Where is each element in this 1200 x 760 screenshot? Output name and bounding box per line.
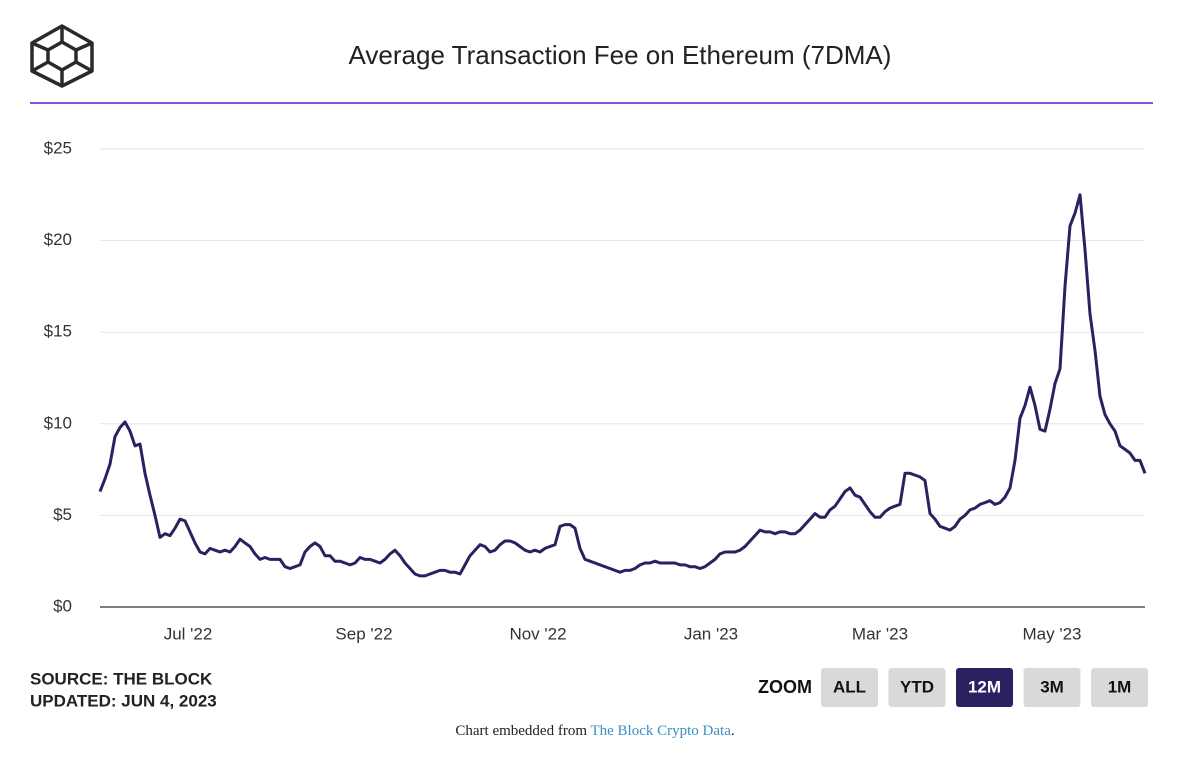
source: SOURCE: THE BLOCK [30, 669, 213, 688]
y-tick-label: $25 [44, 138, 72, 157]
y-tick-label: $15 [44, 322, 72, 341]
y-tick-label: $10 [44, 413, 72, 432]
zoom-button-label[interactable]: YTD [900, 677, 934, 696]
zoom-button[interactable] [888, 668, 946, 707]
zoom-label: ZOOM [758, 677, 812, 697]
line-series [98, 193, 1147, 578]
x-tick-label: Nov '22 [509, 624, 566, 643]
x-tick-label: May '23 [1023, 624, 1082, 643]
footer-text: Chart embedded from [455, 723, 587, 739]
zoom-button[interactable] [821, 668, 878, 707]
footer: Chart embedded from The Block Crypto Dat… [455, 723, 734, 739]
plot: $0 $5 $10 $15 $20 $25 Jul '22 Sep '22 Nov '22 Jan… [44, 138, 1147, 643]
x-tick-label: Sep '22 [335, 624, 392, 643]
zoom-button-label[interactable]: 12M [968, 677, 1001, 696]
footer-link[interactable]: The Block Crypto Data [590, 723, 731, 739]
zoom-button-label[interactable]: 1M [1108, 677, 1132, 696]
chart-title: Average Transaction Fee on Ethereum (7DM… [349, 40, 892, 70]
x-tick-label: Mar '23 [852, 624, 908, 643]
y-tick-label: $5 [53, 505, 72, 524]
zoom-button-label[interactable]: 3M [1040, 677, 1064, 696]
x-tick-label: Jan '23 [684, 624, 738, 643]
y-tick-label: $20 [44, 230, 72, 249]
y-tick-label: $0 [53, 596, 72, 615]
zoom-button[interactable] [1091, 668, 1148, 707]
zoom-button-label[interactable]: ALL [833, 677, 866, 696]
zoom-button[interactable] [1023, 668, 1081, 707]
zoom-button[interactable] [956, 668, 1013, 707]
x-tick-label: Jul '22 [164, 624, 213, 643]
logo [30, 24, 94, 88]
footer-end: . [731, 723, 735, 739]
updated: UPDATED: JUN 4, 2023 [30, 691, 217, 710]
zoom-buttons: ALL YTD 12M 3M 1M [821, 668, 1148, 707]
